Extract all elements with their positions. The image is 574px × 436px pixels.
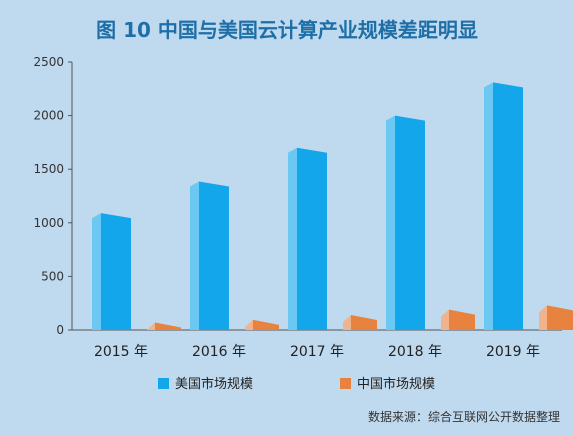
bar-cn-side xyxy=(441,309,449,330)
legend-item-us: 美国市场规模 xyxy=(158,373,253,392)
bar-us-side xyxy=(484,82,493,330)
legend-item-cn: 中国市场规模 xyxy=(340,373,435,392)
bars-group xyxy=(92,82,573,330)
x-category-label: 2017 年 xyxy=(290,344,344,360)
bar-cn xyxy=(547,305,573,330)
legend-swatch-us xyxy=(158,378,169,389)
x-category-label: 2015 年 xyxy=(94,344,148,360)
y-tick-label: 1500 xyxy=(33,162,64,176)
bar-cn xyxy=(449,309,475,330)
bar-us xyxy=(493,82,523,330)
bar-cn-side xyxy=(539,305,547,330)
legend-label-us: 美国市场规模 xyxy=(175,377,254,392)
x-category-label: 2016 年 xyxy=(192,344,246,360)
bar-cn xyxy=(155,322,181,330)
bar-cn xyxy=(253,319,279,330)
legend-label-cn: 中国市场规模 xyxy=(357,377,436,392)
y-tick-label: 500 xyxy=(41,269,64,283)
bar-us-side xyxy=(92,213,101,330)
bar-cn-side xyxy=(147,322,155,330)
x-category-label: 2018 年 xyxy=(388,344,442,360)
bar-us xyxy=(297,147,327,330)
bar-us-side xyxy=(386,115,395,330)
legend-swatch-cn xyxy=(340,378,351,389)
bar-us-side xyxy=(288,147,297,330)
bar-cn-side xyxy=(343,314,351,330)
y-tick-label: 2000 xyxy=(33,109,64,123)
x-axis-labels: 2015 年 2016 年 2017 年 2018 年 2019 年 xyxy=(94,344,540,360)
bar-us xyxy=(101,213,131,330)
bar-cn xyxy=(351,314,377,330)
x-category-label: 2019 年 xyxy=(486,344,540,360)
y-tick-label: 2500 xyxy=(33,55,64,69)
bar-cn-side xyxy=(245,319,253,330)
y-tick-label: 1000 xyxy=(33,216,64,230)
data-source-note: 数据来源：综合互联网公开数据整理 xyxy=(367,410,560,424)
chart-title: 图 10 中国与美国云计算产业规模差距明显 xyxy=(96,18,478,42)
bar-us xyxy=(199,181,229,330)
bar-us xyxy=(395,115,425,330)
y-tick-label: 0 xyxy=(56,323,64,337)
bar-us-side xyxy=(190,181,199,330)
